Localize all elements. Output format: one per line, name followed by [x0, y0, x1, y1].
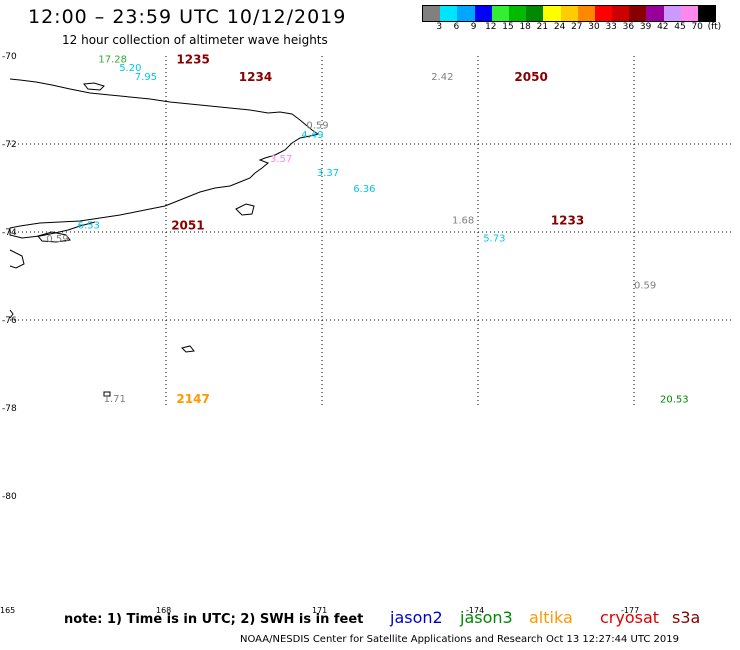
color-scale-label: 24 [553, 22, 566, 32]
color-swatch [440, 6, 458, 21]
latitude-label: -72 [2, 140, 17, 150]
color-swatch [663, 6, 681, 21]
island-outline [181, 345, 195, 353]
wave-height-color-scale [422, 5, 717, 22]
color-scale-label: 42 [657, 22, 669, 32]
color-swatch [698, 6, 716, 21]
color-swatch [543, 6, 561, 21]
longitude-label: -174 [466, 606, 485, 615]
color-swatch [646, 6, 664, 21]
coastline-path [9, 78, 320, 239]
latitude-label: -78 [2, 404, 17, 414]
wave-height-value: 5.73 [483, 234, 505, 245]
wave-height-value: 0.59 [634, 280, 656, 291]
color-scale-label: 3 [436, 22, 443, 32]
legend-jason2: jason2 [390, 608, 443, 627]
color-scale-label: 27 [571, 22, 583, 32]
color-scale-label: 30 [588, 22, 600, 32]
latitude-label: -70 [2, 52, 17, 62]
color-swatch [491, 6, 509, 21]
wave-height-value: 3.37 [317, 168, 339, 179]
color-swatch [594, 6, 613, 21]
graticule [10, 56, 734, 406]
wave-height-value: 4.49 [301, 130, 323, 141]
wave-height-value: 2.42 [431, 72, 453, 83]
color-scale-label: 15 [502, 22, 514, 32]
longitude-label: 171 [312, 606, 328, 615]
color-scale-label: 45 [674, 22, 686, 32]
wave-height-value: 1.71 [104, 394, 126, 405]
color-scale-labels: 3 6 9 12 15 18 21 24 27 30 33 36 39 42 45 70 (ft) [422, 22, 740, 34]
map-title: 12:00 – 23:59 UTC 10/12/2019 [28, 6, 347, 28]
wave-height-value: 3.57 [270, 154, 292, 165]
footnote: note: 1) Time is in UTC; 2) SWH is in fe… [64, 612, 364, 627]
color-scale-label: 6 [453, 22, 460, 32]
color-swatch [560, 6, 578, 21]
wave-height-value: 0.59 [46, 234, 68, 245]
color-scale-label: 12 [485, 22, 497, 32]
map-subtitle: 12 hour collection of altimeter wave hei… [62, 33, 328, 47]
wave-height-value: 0.59 [306, 121, 328, 132]
pass-time-label: 1233 [551, 214, 584, 228]
longitude-label: 165 [0, 606, 16, 615]
wave-height-value: 17.28 [98, 55, 127, 66]
island-outline [37, 231, 71, 243]
island-outline [83, 82, 105, 91]
color-scale-label: 21 [536, 22, 549, 32]
pass-time-label: 2147 [176, 392, 209, 406]
color-swatch [474, 6, 492, 21]
credit-line: NOAA/NESDIS Center for Satellite Applica… [240, 634, 679, 645]
wave-height-observations: 17.285.207.950.594.493.573.376.362.421.6… [46, 55, 688, 406]
color-swatch [526, 6, 544, 21]
latitude-label: -80 [2, 492, 17, 502]
coastline-path [9, 309, 14, 319]
island-outline [103, 391, 111, 397]
legend-jason3: jason3 [460, 608, 513, 627]
latitude-label: -76 [2, 316, 17, 326]
color-scale-label: 70 [691, 22, 703, 32]
color-scale-label: (ft) [707, 22, 722, 32]
wave-height-value: 7.95 [135, 72, 157, 83]
color-swatch [629, 6, 647, 21]
latitude-labels: -70 -72 -74 -76 -78 -80 [2, 52, 17, 502]
color-swatch [457, 6, 475, 21]
wave-height-value: 6.36 [353, 184, 375, 195]
coastline-path [9, 249, 25, 269]
pass-time-label: 1235 [176, 53, 209, 67]
longitude-label: -177 [621, 606, 640, 615]
color-scale-label: 9 [470, 22, 477, 32]
pass-time-label: 2050 [514, 70, 547, 84]
legend-altika: altika [529, 608, 573, 627]
color-scale-label: 36 [622, 22, 635, 32]
color-swatch [680, 6, 698, 21]
legend-s3a: s3a [672, 608, 701, 627]
legend-cryosat: cryosat [600, 608, 660, 627]
wave-height-value: 5.20 [119, 63, 141, 74]
wave-height-value: 6.53 [78, 221, 100, 232]
color-swatch [577, 6, 595, 21]
color-swatch [612, 6, 630, 21]
longitude-label: 168 [156, 606, 172, 615]
color-scale-label: 39 [639, 22, 652, 32]
color-swatch [508, 6, 527, 21]
coastline [9, 78, 320, 397]
pass-time-label: 1234 [239, 70, 272, 84]
color-scale-label: 33 [605, 22, 617, 32]
color-swatch [423, 6, 441, 21]
latitude-label: -74 [2, 228, 17, 238]
island-outline [235, 203, 255, 216]
pass-time-label: 2051 [171, 219, 204, 233]
wave-height-value: 1.68 [452, 216, 474, 227]
pass-times: 1235123420501233205121471911 [171, 53, 584, 406]
wave-height-value: 20.53 [660, 394, 689, 405]
color-scale-label: 18 [519, 22, 531, 32]
